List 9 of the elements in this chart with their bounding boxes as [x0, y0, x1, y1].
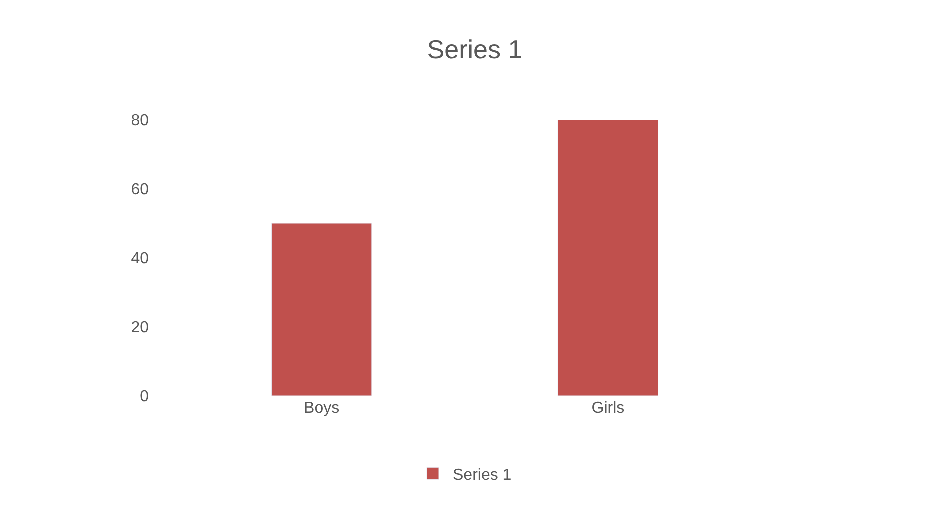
x-tick-label: Girls	[592, 400, 625, 417]
y-tick-label: 60	[131, 182, 150, 199]
chart-title: Series 1	[427, 34, 523, 65]
y-tick-label: 20	[131, 320, 150, 337]
legend-label: Series 1	[453, 466, 512, 484]
x-tick-label: Boys	[304, 400, 340, 417]
y-tick-label: 40	[131, 250, 150, 268]
y-tick-label: 80	[131, 112, 150, 130]
y-tick-label: 0	[140, 388, 150, 406]
